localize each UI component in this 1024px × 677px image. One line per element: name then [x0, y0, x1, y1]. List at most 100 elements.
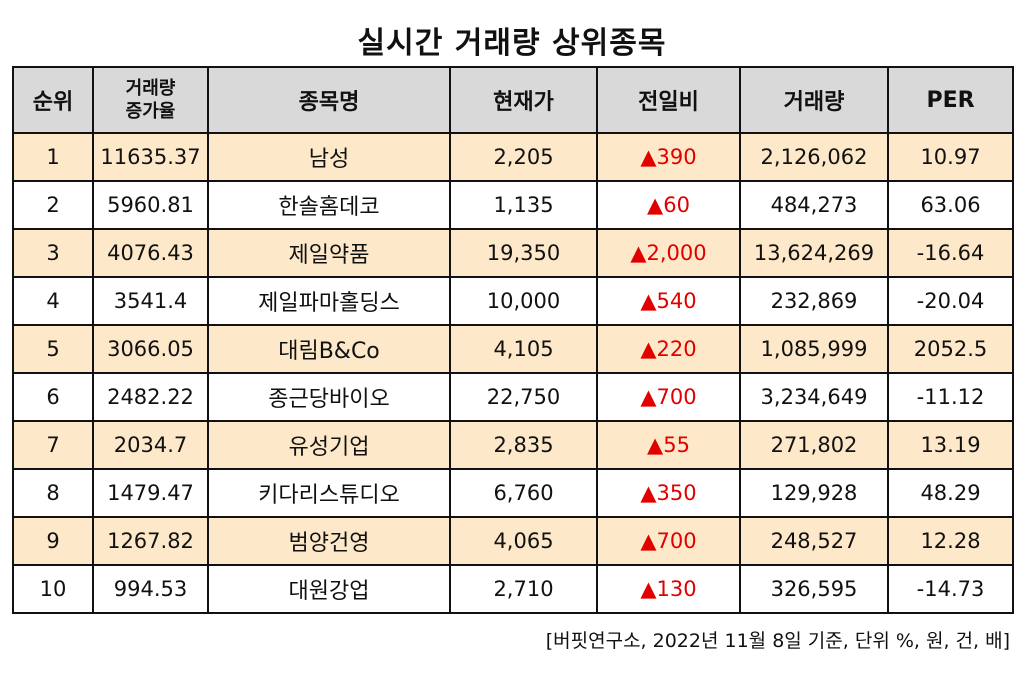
- per-cell: -14.73: [887, 564, 1014, 614]
- column-header-volume-growth-line1: 거래량: [125, 78, 176, 99]
- change-cell: ▲390: [596, 132, 741, 182]
- up-arrow-icon: ▲: [640, 481, 657, 505]
- rank-cell: 6: [12, 372, 94, 422]
- up-arrow-icon: ▲: [640, 577, 657, 601]
- rank-cell: 10: [12, 564, 94, 614]
- volume-cell: 484,273: [739, 180, 889, 230]
- stock-name-cell: 키다리스튜디오: [207, 468, 451, 518]
- stock-name-cell: 남성: [207, 132, 451, 182]
- up-arrow-icon: ▲: [640, 529, 657, 553]
- volume-growth-cell: 1479.47: [92, 468, 209, 518]
- up-arrow-icon: ▲: [647, 433, 664, 457]
- price-cell: 4,105: [449, 324, 598, 374]
- change-cell: ▲700: [596, 516, 741, 566]
- price-cell: 22,750: [449, 372, 598, 422]
- column-header-volume: 거래량: [739, 66, 889, 134]
- change-value: 700: [656, 385, 697, 409]
- table-row: 9 1267.82 범양건영 4,065 ▲700 248,527 12.28: [12, 516, 1014, 566]
- rank-cell: 3: [12, 228, 94, 278]
- column-header-name: 종목명: [207, 66, 451, 134]
- change-cell: ▲2,000: [596, 228, 741, 278]
- table-row: 10 994.53 대원강업 2,710 ▲130 326,595 -14.73: [12, 564, 1014, 614]
- rank-cell: 2: [12, 180, 94, 230]
- change-cell: ▲220: [596, 324, 741, 374]
- change-value: 2,000: [646, 241, 707, 265]
- rank-cell: 4: [12, 276, 94, 326]
- per-cell: 13.19: [887, 420, 1014, 470]
- volume-growth-cell: 3541.4: [92, 276, 209, 326]
- change-cell: ▲60: [596, 180, 741, 230]
- per-cell: 2052.5: [887, 324, 1014, 374]
- change-value: 55: [663, 433, 690, 457]
- per-cell: 10.97: [887, 132, 1014, 182]
- up-arrow-icon: ▲: [640, 289, 657, 313]
- source-footnote: [버핏연구소, 2022년 11월 8일 기준, 단위 %, 원, 건, 배]: [545, 630, 1010, 652]
- change-value: 390: [656, 145, 697, 169]
- change-value: 700: [656, 529, 697, 553]
- volume-cell: 2,126,062: [739, 132, 889, 182]
- table-row: 3 4076.43 제일약품 19,350 ▲2,000 13,624,269 …: [12, 228, 1014, 278]
- change-value: 540: [656, 289, 697, 313]
- table-row: 5 3066.05 대림B&Co 4,105 ▲220 1,085,999 20…: [12, 324, 1014, 374]
- rank-cell: 8: [12, 468, 94, 518]
- volume-cell: 326,595: [739, 564, 889, 614]
- change-cell: ▲350: [596, 468, 741, 518]
- price-cell: 19,350: [449, 228, 598, 278]
- price-cell: 6,760: [449, 468, 598, 518]
- rank-cell: 5: [12, 324, 94, 374]
- change-cell: ▲540: [596, 276, 741, 326]
- change-value: 60: [663, 193, 690, 217]
- per-cell: -11.12: [887, 372, 1014, 422]
- volume-cell: 129,928: [739, 468, 889, 518]
- stock-name-cell: 범양건영: [207, 516, 451, 566]
- volume-growth-cell: 2034.7: [92, 420, 209, 470]
- column-header-rank: 순위: [12, 66, 94, 134]
- price-cell: 2,710: [449, 564, 598, 614]
- per-cell: -16.64: [887, 228, 1014, 278]
- volume-growth-cell: 11635.37: [92, 132, 209, 182]
- page-title: 실시간 거래량 상위종목: [357, 26, 667, 61]
- volume-cell: 1,085,999: [739, 324, 889, 374]
- volume-cell: 248,527: [739, 516, 889, 566]
- column-header-price: 현재가: [449, 66, 598, 134]
- per-cell: 48.29: [887, 468, 1014, 518]
- up-arrow-icon: ▲: [640, 385, 657, 409]
- per-cell: 12.28: [887, 516, 1014, 566]
- price-cell: 2,835: [449, 420, 598, 470]
- volume-growth-cell: 2482.22: [92, 372, 209, 422]
- volume-growth-cell: 1267.82: [92, 516, 209, 566]
- table-row: 1 11635.37 남성 2,205 ▲390 2,126,062 10.97: [12, 132, 1014, 182]
- price-cell: 2,205: [449, 132, 598, 182]
- stock-name-cell: 대림B&Co: [207, 324, 451, 374]
- table-row: 8 1479.47 키다리스튜디오 6,760 ▲350 129,928 48.…: [12, 468, 1014, 518]
- change-value: 350: [656, 481, 697, 505]
- volume-cell: 13,624,269: [739, 228, 889, 278]
- up-arrow-icon: ▲: [640, 337, 657, 361]
- column-header-volume-growth-line2: 증가율: [125, 101, 176, 122]
- table-row: 7 2034.7 유성기업 2,835 ▲55 271,802 13.19: [12, 420, 1014, 470]
- volume-growth-cell: 994.53: [92, 564, 209, 614]
- volume-cell: 232,869: [739, 276, 889, 326]
- volume-growth-cell: 5960.81: [92, 180, 209, 230]
- rank-cell: 1: [12, 132, 94, 182]
- up-arrow-icon: ▲: [640, 145, 657, 169]
- change-value: 220: [656, 337, 697, 361]
- stock-name-cell: 제일약품: [207, 228, 451, 278]
- up-arrow-icon: ▲: [647, 193, 664, 217]
- volume-cell: 271,802: [739, 420, 889, 470]
- stock-name-cell: 한솔홈데코: [207, 180, 451, 230]
- change-value: 130: [656, 577, 697, 601]
- stock-name-cell: 제일파마홀딩스: [207, 276, 451, 326]
- column-header-per: PER: [887, 66, 1014, 134]
- change-cell: ▲700: [596, 372, 741, 422]
- stock-name-cell: 종근당바이오: [207, 372, 451, 422]
- table-row: 2 5960.81 한솔홈데코 1,135 ▲60 484,273 63.06: [12, 180, 1014, 230]
- volume-growth-cell: 4076.43: [92, 228, 209, 278]
- volume-growth-cell: 3066.05: [92, 324, 209, 374]
- per-cell: 63.06: [887, 180, 1014, 230]
- volume-cell: 3,234,649: [739, 372, 889, 422]
- stock-name-cell: 유성기업: [207, 420, 451, 470]
- table-row: 6 2482.22 종근당바이오 22,750 ▲700 3,234,649 -…: [12, 372, 1014, 422]
- rank-cell: 9: [12, 516, 94, 566]
- table-header-row: 순위 거래량 증가율 종목명 현재가 전일비 거래량 PER: [12, 66, 1014, 134]
